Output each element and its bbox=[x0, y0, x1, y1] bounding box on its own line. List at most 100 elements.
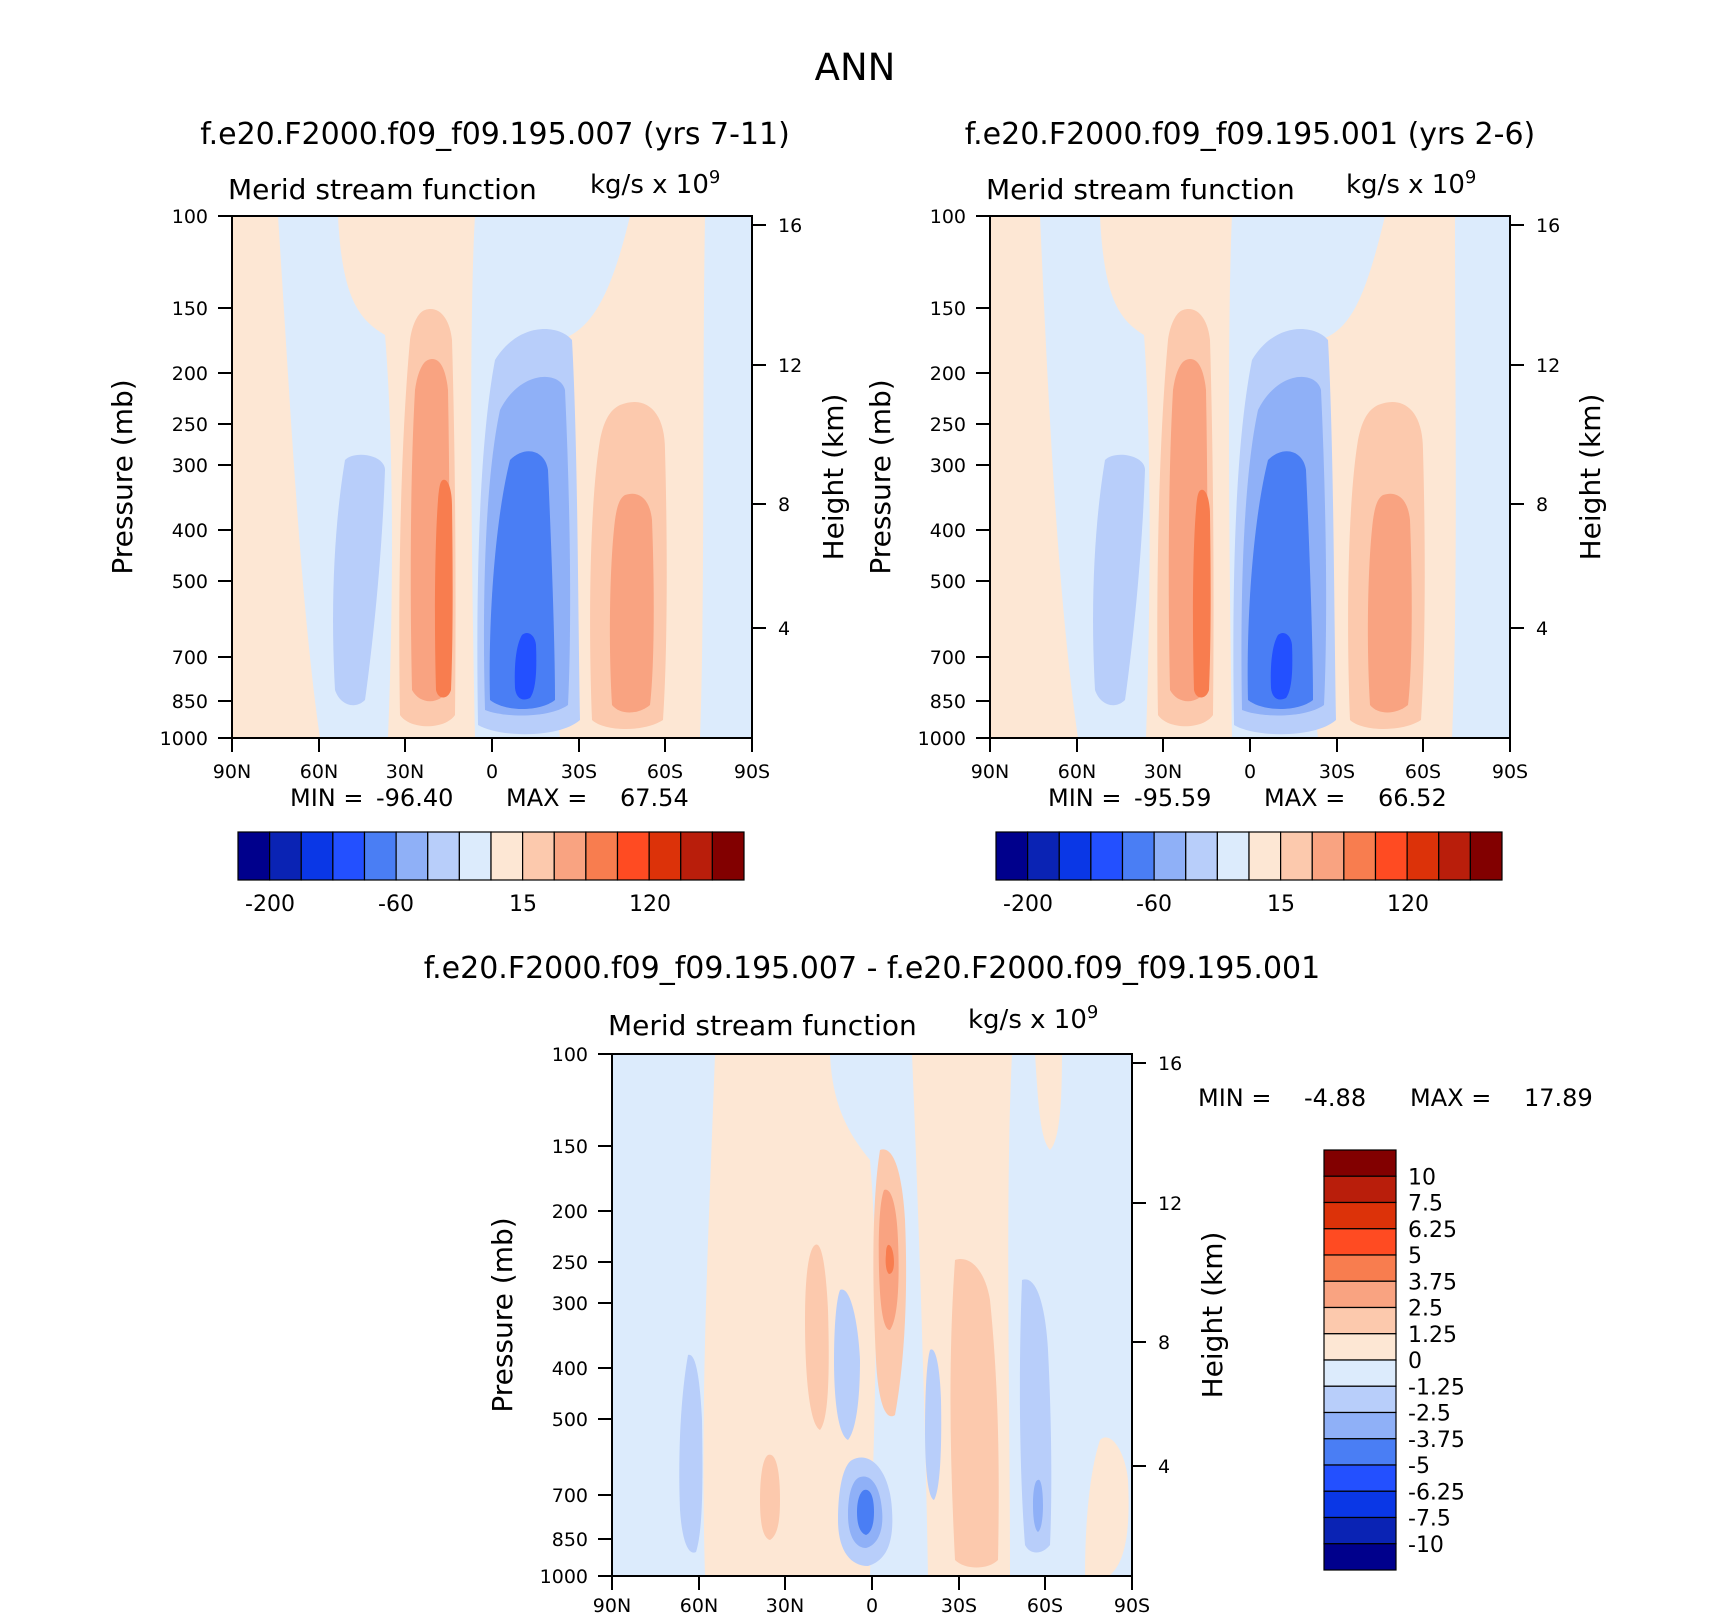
y-right-tick-label: 16 bbox=[1536, 215, 1560, 237]
y-tick-label: 500 bbox=[930, 571, 966, 593]
colorbar-cell bbox=[395, 831, 429, 881]
panel-difference: f.e20.F2000.f09_f09.195.007 - f.e20.F200… bbox=[424, 951, 1593, 1617]
colorbar-cell bbox=[1374, 831, 1408, 881]
colorbar-label: 3.75 bbox=[1408, 1270, 1457, 1295]
x-tick-label: 30S bbox=[1319, 761, 1355, 783]
colorbar-cell bbox=[1343, 831, 1377, 881]
y-tick-label: 850 bbox=[552, 1529, 588, 1551]
y-right-tick-label: 16 bbox=[778, 215, 802, 237]
units-label: kg/s x 109 bbox=[1346, 167, 1476, 200]
max-label: MAX = bbox=[1410, 1084, 1491, 1112]
colorbar-cell bbox=[1185, 831, 1218, 881]
min-label: MIN = bbox=[1198, 1084, 1271, 1112]
colorbar-cell bbox=[995, 831, 1029, 881]
y-right-tick-label: 8 bbox=[1536, 494, 1548, 516]
colorbar-cell bbox=[1121, 831, 1155, 881]
y-tick-label: 100 bbox=[930, 206, 966, 228]
colorbar-label: 0 bbox=[1408, 1349, 1422, 1374]
y-tick-label: 300 bbox=[552, 1293, 588, 1315]
max-label: MAX = bbox=[1264, 784, 1345, 812]
max-value: 17.89 bbox=[1524, 1084, 1593, 1112]
y-tick-label: 1000 bbox=[540, 1566, 588, 1588]
units-exponent: 9 bbox=[1087, 1002, 1098, 1023]
y-tick-label: 700 bbox=[172, 647, 208, 669]
colorbar-cell bbox=[1469, 831, 1503, 881]
y-tick-label: 100 bbox=[172, 206, 208, 228]
y-tick-label: 250 bbox=[552, 1252, 588, 1274]
colorbar-label: -200 bbox=[245, 892, 295, 917]
min-max-readout: MIN = -96.40 MAX = 67.54 bbox=[290, 784, 689, 812]
y-tick-label: 150 bbox=[172, 298, 208, 320]
y-tick-label: 850 bbox=[930, 691, 966, 713]
colorbar-cell bbox=[1280, 831, 1313, 881]
colorbar-label: 15 bbox=[509, 892, 537, 917]
colorbar-label: 7.5 bbox=[1408, 1192, 1443, 1217]
colorbar-cell bbox=[1323, 1385, 1397, 1414]
y-tick-label: 200 bbox=[552, 1201, 588, 1223]
y-tick-label: 100 bbox=[552, 1044, 588, 1066]
colorbar: -200 -60 15 120 bbox=[995, 831, 1503, 917]
colorbar-cell bbox=[1323, 1516, 1397, 1545]
min-value: -96.40 bbox=[376, 784, 453, 812]
x-tick-label: 90S bbox=[1492, 761, 1528, 783]
y-tick-label: 400 bbox=[552, 1358, 588, 1380]
units-label: kg/s x 109 bbox=[590, 167, 720, 200]
x-tick-label: 60S bbox=[647, 761, 683, 783]
colorbar-cell bbox=[1090, 831, 1124, 881]
colorbar-label: -7.5 bbox=[1408, 1507, 1451, 1532]
colorbar-label: -10 bbox=[1408, 1533, 1444, 1558]
panel-subtitle: Merid stream function bbox=[986, 173, 1295, 206]
y-tick-label: 250 bbox=[930, 414, 966, 436]
colorbar-cell bbox=[1323, 1280, 1397, 1309]
x-tick-label: 90N bbox=[213, 761, 251, 783]
min-value: -95.59 bbox=[1134, 784, 1211, 812]
x-tick-label: 30N bbox=[1144, 761, 1182, 783]
y-right-tick-label: 4 bbox=[1536, 618, 1548, 640]
colorbar-cell bbox=[522, 831, 555, 881]
panel-control-001: f.e20.F2000.f09_f09.195.001 (yrs 2-6) Me… bbox=[864, 117, 1607, 917]
y-right-tick-label: 8 bbox=[778, 494, 790, 516]
x-tick-label: 90S bbox=[1114, 1595, 1150, 1617]
y-tick-label: 1000 bbox=[160, 728, 208, 750]
x-axis: 90N 60N 30N 0 30S 60S 90S bbox=[593, 1576, 1150, 1617]
colorbar-cell bbox=[648, 831, 682, 881]
y-tick-label: 250 bbox=[172, 414, 208, 436]
colorbar-label: -5 bbox=[1408, 1454, 1430, 1479]
units-base: kg/s x 10 bbox=[968, 1005, 1087, 1035]
units-exponent: 9 bbox=[709, 167, 720, 188]
y-tick-label: 150 bbox=[930, 298, 966, 320]
min-label: MIN = bbox=[290, 784, 363, 812]
colorbar-cell bbox=[490, 831, 524, 881]
y-tick-label: 400 bbox=[172, 520, 208, 542]
colorbar-label: 6.25 bbox=[1408, 1218, 1457, 1243]
colorbar-cell bbox=[1323, 1464, 1397, 1492]
colorbar-cell bbox=[1027, 831, 1060, 881]
colorbar-cell bbox=[1323, 1438, 1397, 1466]
x-tick-label: 0 bbox=[1244, 761, 1256, 783]
colorbar-cell bbox=[237, 831, 271, 881]
y-right-tick-label: 16 bbox=[1158, 1053, 1182, 1075]
colorbar-cell bbox=[427, 831, 460, 881]
colorbar-label: -6.25 bbox=[1408, 1480, 1465, 1505]
colorbar-label: 15 bbox=[1267, 892, 1295, 917]
panel-title: f.e20.F2000.f09_f09.195.001 (yrs 2-6) bbox=[965, 117, 1535, 152]
colorbar-label: 120 bbox=[629, 892, 671, 917]
x-tick-label: 90N bbox=[593, 1595, 631, 1617]
y-axis-left: 100 150 200 250 300 400 500 700 850 1000 bbox=[540, 1044, 612, 1588]
figure-title: ANN bbox=[815, 46, 896, 89]
x-tick-label: 60S bbox=[1027, 1595, 1063, 1617]
colorbar-cell bbox=[300, 831, 334, 881]
panel-title: f.e20.F2000.f09_f09.195.007 - f.e20.F200… bbox=[424, 951, 1320, 986]
min-value: -4.88 bbox=[1304, 1084, 1366, 1112]
y-tick-label: 500 bbox=[172, 571, 208, 593]
panel-subtitle: Merid stream function bbox=[608, 1009, 917, 1042]
y-axis-label: Pressure (mb) bbox=[864, 379, 897, 574]
y-right-tick-label: 4 bbox=[778, 618, 790, 640]
colorbar-label: -3.75 bbox=[1408, 1428, 1465, 1453]
units-label: kg/s x 109 bbox=[968, 1002, 1098, 1035]
y-tick-label: 700 bbox=[930, 647, 966, 669]
colorbar-label: -200 bbox=[1003, 892, 1053, 917]
colorbar-cell bbox=[1406, 831, 1440, 881]
y-tick-label: 850 bbox=[172, 691, 208, 713]
y-tick-label: 200 bbox=[172, 363, 208, 385]
